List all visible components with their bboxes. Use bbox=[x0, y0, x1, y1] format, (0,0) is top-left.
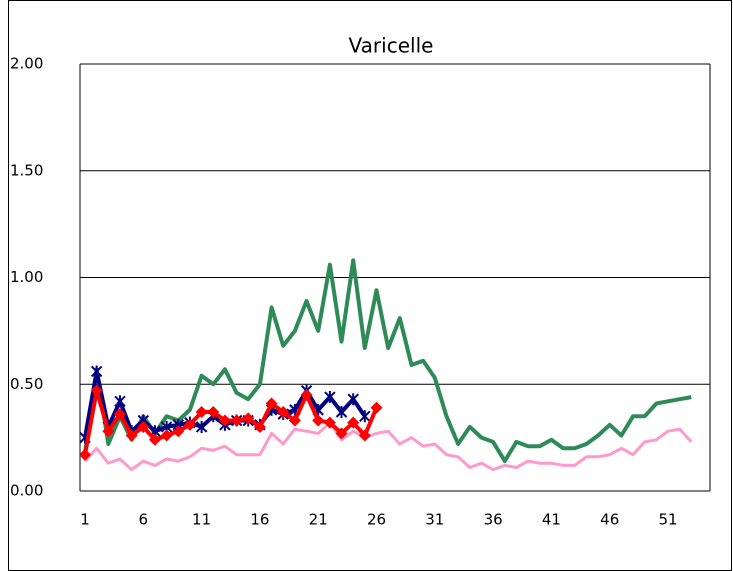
series-line bbox=[83, 421, 693, 472]
x-tick-label: 36 bbox=[484, 511, 503, 529]
marker bbox=[335, 406, 348, 419]
marker bbox=[172, 425, 185, 438]
marker bbox=[195, 406, 208, 419]
marker bbox=[359, 410, 371, 423]
y-tick-label: 1.00 bbox=[10, 268, 43, 286]
x-tick-label: 31 bbox=[425, 511, 444, 529]
marker bbox=[358, 429, 371, 442]
marker bbox=[323, 416, 336, 429]
marker bbox=[160, 429, 173, 442]
x-tick-label: 16 bbox=[250, 511, 269, 529]
series-line bbox=[83, 258, 692, 464]
marker bbox=[312, 414, 325, 427]
marker bbox=[137, 420, 150, 433]
marker bbox=[90, 365, 103, 378]
marker bbox=[335, 427, 348, 440]
marker bbox=[324, 391, 336, 404]
marker bbox=[218, 414, 231, 427]
marker bbox=[125, 429, 138, 442]
marker bbox=[230, 414, 243, 427]
marker bbox=[207, 406, 220, 419]
chart-title: Varicelle bbox=[349, 34, 434, 58]
marker bbox=[265, 397, 278, 410]
x-tick-label: 21 bbox=[309, 511, 328, 529]
marker bbox=[347, 416, 360, 429]
marker bbox=[370, 401, 383, 414]
x-tick-label: 41 bbox=[542, 511, 561, 529]
y-tick-label: 0.00 bbox=[10, 482, 43, 500]
y-tick-label: 2.00 bbox=[10, 55, 43, 73]
marker bbox=[79, 448, 91, 461]
x-tick-label: 1 bbox=[80, 511, 90, 529]
marker bbox=[253, 420, 266, 433]
x-tick-label: 46 bbox=[600, 511, 619, 529]
y-tick-label: 0.50 bbox=[10, 375, 43, 393]
x-tick-label: 11 bbox=[192, 511, 211, 529]
marker bbox=[114, 395, 126, 408]
marker bbox=[347, 393, 359, 406]
marker bbox=[113, 408, 126, 421]
marker bbox=[183, 418, 196, 431]
y-tick-label: 1.50 bbox=[10, 161, 43, 179]
marker bbox=[288, 414, 301, 427]
marker bbox=[148, 433, 161, 446]
marker bbox=[90, 384, 103, 397]
x-tick-label: 6 bbox=[139, 511, 149, 529]
x-tick-label: 26 bbox=[367, 511, 386, 529]
marker bbox=[102, 425, 115, 438]
marker bbox=[277, 406, 290, 419]
marker bbox=[195, 420, 208, 433]
x-tick-label: 51 bbox=[658, 511, 677, 529]
marker bbox=[242, 412, 255, 425]
chart-frame bbox=[8, 0, 732, 571]
marker bbox=[300, 388, 313, 401]
